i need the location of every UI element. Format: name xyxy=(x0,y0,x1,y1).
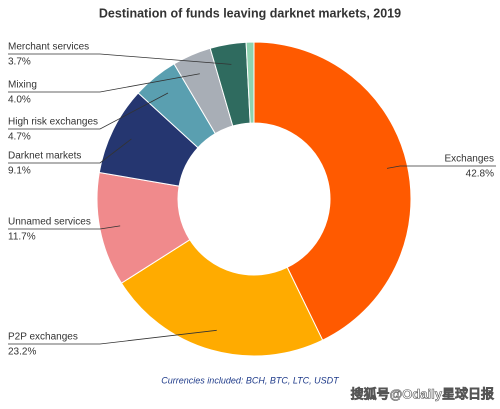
slice-value-label: 3.7% xyxy=(8,57,31,68)
donut-slice xyxy=(120,239,324,357)
slice-value-label: 11.7% xyxy=(8,232,36,243)
slice-label: P2P exchanges xyxy=(8,332,78,343)
slice-label: Unnamed services xyxy=(8,217,91,228)
leader-line xyxy=(386,165,496,169)
slice-label: Darknet markets xyxy=(8,151,81,162)
leader-line xyxy=(8,92,169,130)
donut-slice xyxy=(253,41,412,341)
note: Currencies included: BCH, BTC, LTC, USDT xyxy=(161,375,340,385)
slice-label: Mixing xyxy=(8,80,37,91)
leader-line xyxy=(8,329,217,345)
slice-value-label: 9.1% xyxy=(8,166,31,177)
slice-value-label: 23.2% xyxy=(8,347,36,358)
slice-value-label: 4.7% xyxy=(8,132,31,143)
donut-slice xyxy=(245,41,255,124)
slice-value-label: 42.8% xyxy=(466,169,494,180)
slice-label: Exchanges xyxy=(445,154,494,165)
leader-line xyxy=(8,53,232,65)
chart-title: Destination of funds leaving darknet mar… xyxy=(99,6,401,20)
slice-label: Merchant services xyxy=(8,42,89,53)
slice-label: High risk exchanges xyxy=(8,117,98,128)
leader-line xyxy=(8,73,200,93)
leader-line xyxy=(8,138,132,164)
watermark: 搜狐号@Odaily星球日报 xyxy=(351,386,495,401)
leader-line xyxy=(8,225,121,230)
slice-value-label: 4.0% xyxy=(8,95,31,106)
